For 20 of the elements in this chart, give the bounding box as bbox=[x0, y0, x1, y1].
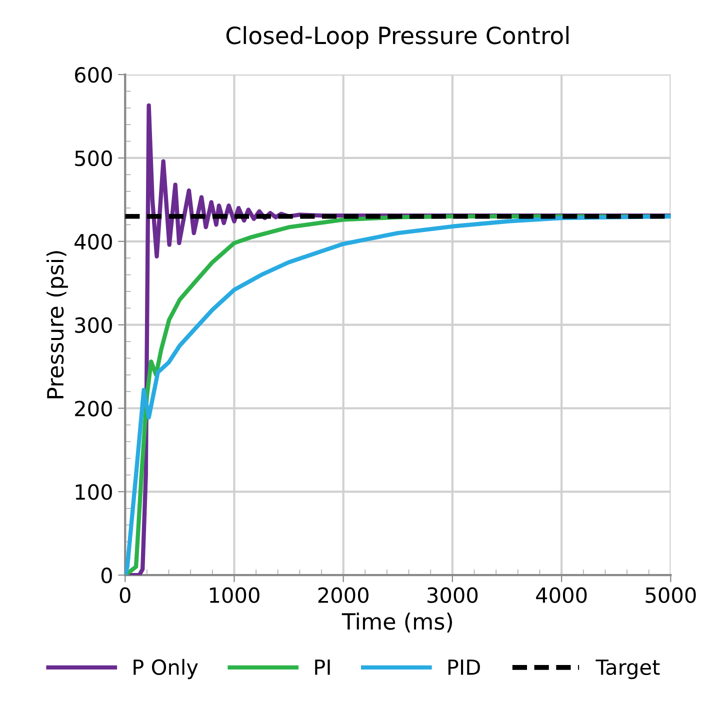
y-tick-label: 200 bbox=[75, 400, 112, 416]
y-tick-label: 0 bbox=[101, 568, 112, 584]
legend-label: P Only bbox=[134, 658, 198, 680]
y-axis-title: Pressure (psi) bbox=[46, 251, 68, 398]
x-tick-label: 0 bbox=[120, 587, 130, 604]
y-tick-label: 400 bbox=[74, 234, 112, 250]
x-tick-label: 4000 bbox=[536, 587, 587, 604]
chart-title: Closed-Loop Pressure Control bbox=[226, 26, 568, 49]
y-tick-label: 300 bbox=[75, 317, 112, 334]
legend-label: PI bbox=[315, 660, 330, 675]
y-tick-label: 500 bbox=[75, 150, 112, 166]
legend-label: PID bbox=[448, 660, 480, 675]
legend-label: Target bbox=[596, 660, 660, 680]
x-tick-label: 1000 bbox=[210, 587, 260, 604]
y-tick-label: 100 bbox=[76, 484, 112, 500]
x-tick-label: 3000 bbox=[428, 587, 478, 604]
x-tick-label: 5000 bbox=[646, 587, 696, 604]
x-tick-label: 2000 bbox=[318, 587, 368, 604]
x-axis-title: Time (ms) bbox=[342, 612, 452, 632]
y-tick-label: 600 bbox=[75, 67, 112, 83]
